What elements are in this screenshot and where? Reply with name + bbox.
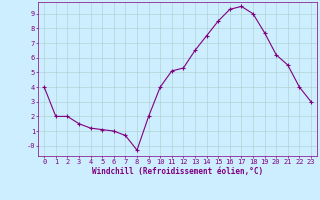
X-axis label: Windchill (Refroidissement éolien,°C): Windchill (Refroidissement éolien,°C): [92, 167, 263, 176]
